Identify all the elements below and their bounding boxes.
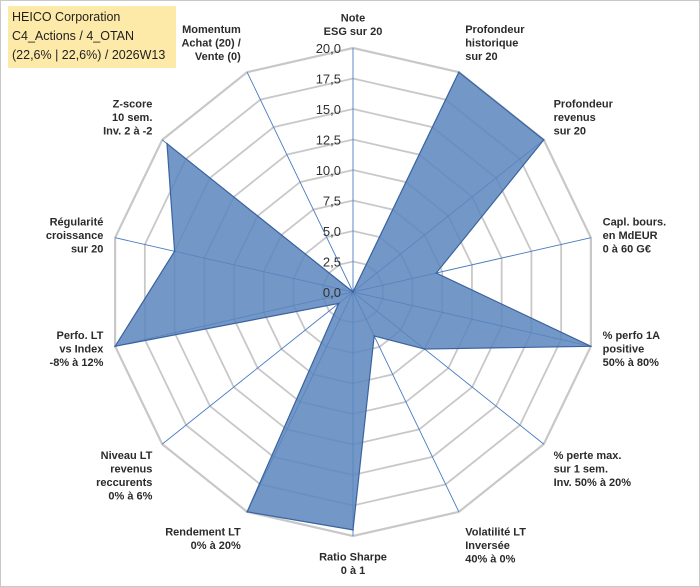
axis-label: Momentum Achat (20) / Vente (0) xyxy=(181,24,241,63)
data-point xyxy=(166,142,168,145)
axis-labels: Note ESG sur 20 Profondeur historique sur 20… xyxy=(46,13,666,578)
data-point xyxy=(458,71,460,73)
data-point xyxy=(337,302,340,305)
axis-label: Ratio Sharpe 0 à 1 xyxy=(319,552,387,578)
title-box: HEICO Corporation C4_Actions / 4_OTAN (2… xyxy=(8,6,176,68)
data-point xyxy=(435,272,438,274)
tick-label: 20,0 xyxy=(316,41,341,56)
tick-label: 5,0 xyxy=(323,224,341,239)
axis-label: % perte max. sur 1 sem. Inv. 50% à 20% xyxy=(554,450,632,489)
data-point xyxy=(423,348,426,350)
data-point xyxy=(352,291,354,293)
data-point xyxy=(373,335,375,337)
score-week: (22,6% | 22,6%) / 2026W13 xyxy=(12,48,166,62)
axis-label: Profondeur revenus sur 20 xyxy=(554,99,614,138)
axis-spoke xyxy=(246,71,354,293)
tick-label: 10,0 xyxy=(316,163,341,178)
series-area xyxy=(113,71,592,531)
series xyxy=(113,71,592,531)
axis-label: Profondeur historique sur 20 xyxy=(465,24,525,63)
axis-label: % perfo 1A positive 50% à 80% xyxy=(603,330,661,369)
axis-label: Régularité croissance sur 20 xyxy=(46,217,103,256)
axis-label: Volatilité LT Inversée 40% à 0% xyxy=(465,526,526,565)
tick-labels: 0,0 2,5 5,0 7,5 10,0 12,5 15,0 17,5 20,0 xyxy=(316,41,341,300)
company-name: HEICO Corporation xyxy=(12,10,121,24)
data-point xyxy=(590,345,592,348)
tick-label: 15,0 xyxy=(316,102,341,117)
data-point xyxy=(173,250,176,253)
data-point xyxy=(542,139,545,141)
axis-spoke xyxy=(161,291,354,445)
axis-label: Z-score 10 sem. Inv. 2 à -2 xyxy=(103,99,152,138)
tick-label: 0,0 xyxy=(323,285,341,300)
tick-label: 17,5 xyxy=(316,72,341,87)
data-point xyxy=(352,529,354,531)
tick-label: 7,5 xyxy=(323,194,341,209)
axis-label: Niveau LT revenus reccurents 0% à 6% xyxy=(96,450,153,503)
axis-label: Capl. bours. en MdEUR 0 à 60 G€ xyxy=(603,217,667,256)
data-point xyxy=(114,345,116,348)
axis-label: Rendement LT 0% à 20% xyxy=(165,526,241,552)
axis-label: Note ESG sur 20 xyxy=(324,13,383,39)
tick-label: 12,5 xyxy=(316,133,341,148)
tick-label: 2,5 xyxy=(323,255,341,270)
data-point xyxy=(246,511,248,513)
portfolio-path: C4_Actions / 4_OTAN xyxy=(12,29,135,43)
axis-label: Perfo. LT vs Index -8% à 12% xyxy=(50,330,105,369)
